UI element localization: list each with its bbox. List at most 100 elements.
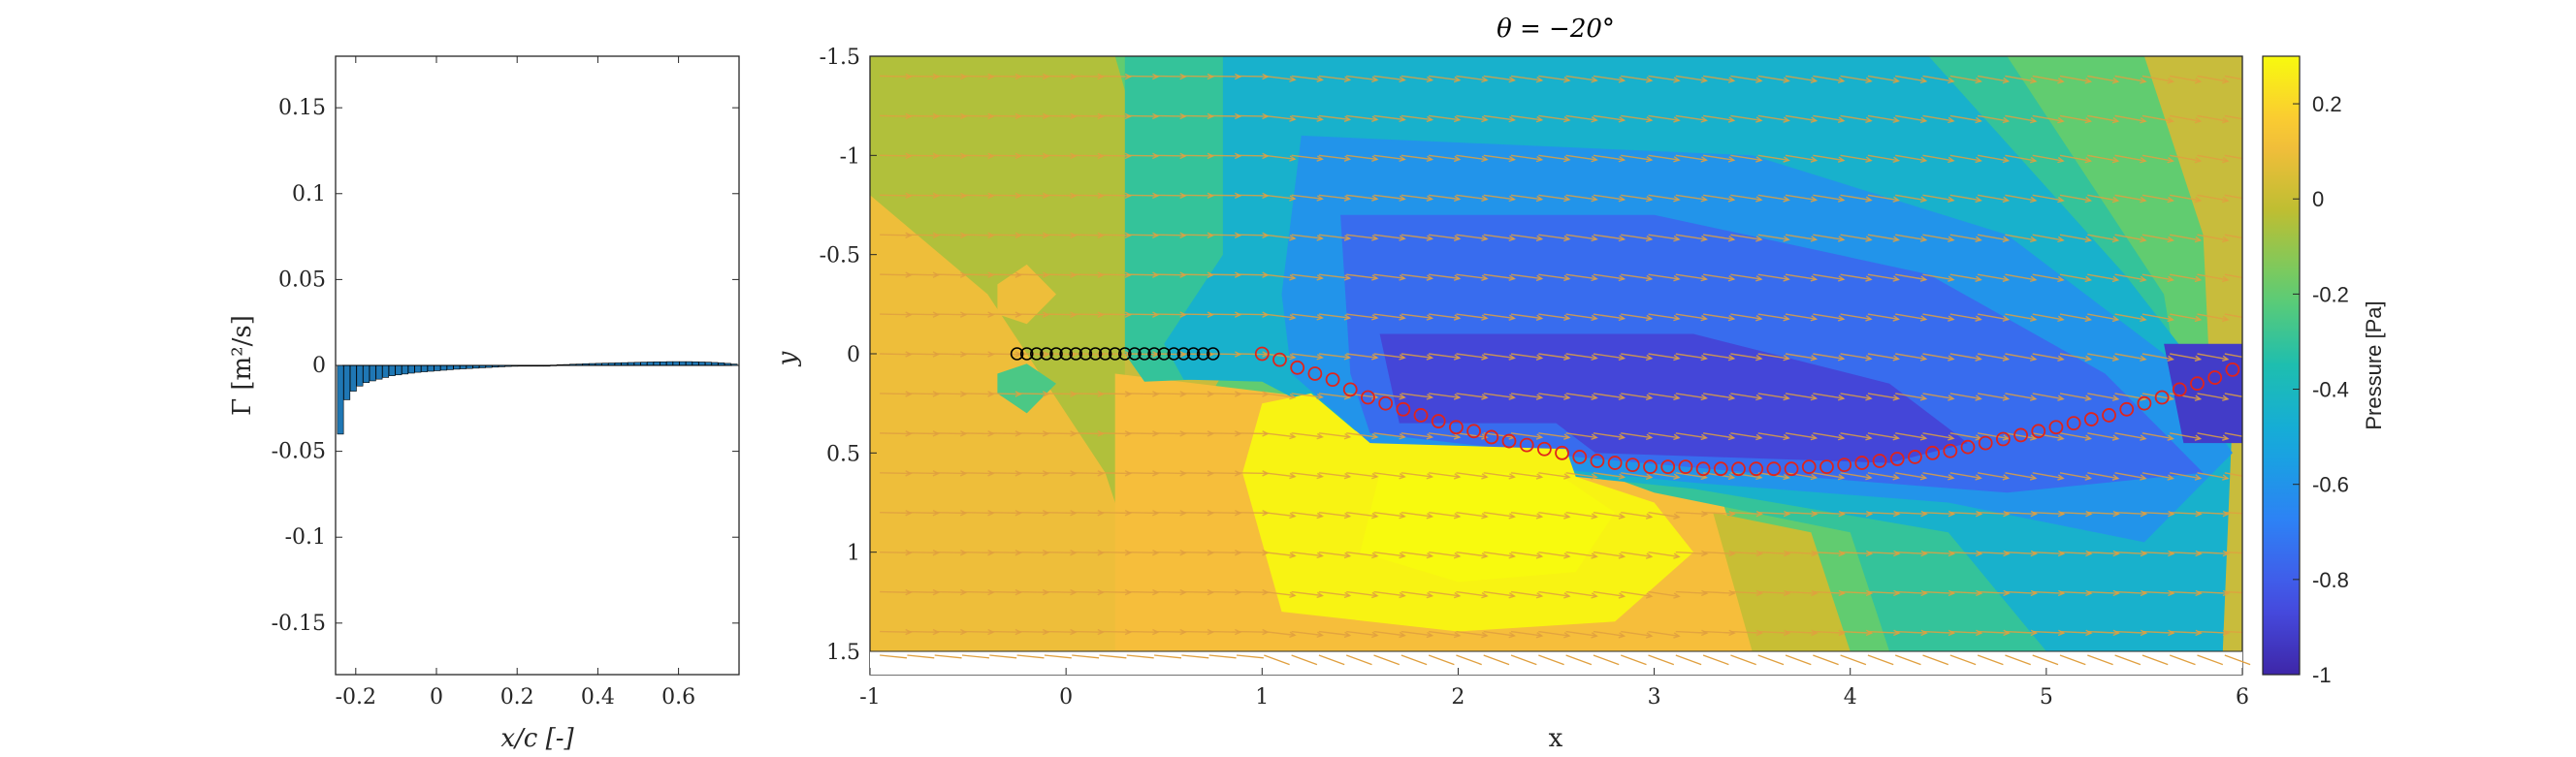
velocity-arrow [907,353,939,356]
velocity-arrow [1977,353,2009,361]
velocity-arrow [1126,234,1158,237]
velocity-arrow [2224,630,2242,634]
velocity-arrow [1922,194,1954,202]
velocity-arrow [1867,75,1899,82]
velocity-arrow-head [1453,235,1462,241]
velocity-arrow [1264,75,1296,80]
velocity-arrow-head [1645,77,1654,83]
velocity-arrow-head [1919,196,1928,203]
velocity-arrow-head [2111,275,2120,283]
velocity-arrow [1016,273,1048,276]
velocity-arrow [1702,154,1734,161]
velocity-arrow-head [2194,78,2203,84]
velocity-arrow [1565,75,1597,81]
velocity-arrow [1702,313,1734,320]
velocity-arrow-head [1837,394,1846,401]
velocity-arrow [2141,114,2174,122]
foil-point [1128,347,1142,361]
velocity-arrow [2087,472,2118,480]
velocity-arrow [1373,313,1405,319]
velocity-arrow [1483,114,1515,121]
wake-point [1943,443,1958,458]
velocity-arrow-head [2057,78,2065,84]
velocity-arrow [1621,590,1652,597]
strip-arrow [1702,654,1729,666]
velocity-arrow [1346,313,1378,319]
velocity-arrow-head [1645,513,1654,520]
foil-point [1108,347,1122,361]
velocity-arrow-head [2167,156,2174,164]
velocity-arrow [1099,273,1131,276]
velocity-arrow [1264,551,1296,557]
foil-point [1167,347,1181,361]
velocity-arrow [1867,194,1899,202]
velocity-arrow [1208,590,1240,593]
velocity-arrow [1429,234,1460,240]
velocity-arrow-head [1591,195,1598,203]
strip-arrow [2005,654,2031,666]
right-y-axis-label: y [773,351,802,366]
strip-arrow [1291,654,1318,666]
velocity-arrow-head [1727,236,1736,242]
velocity-arrow-head [1316,195,1324,202]
velocity-arrow [1895,393,1926,399]
velocity-arrow [1593,194,1625,201]
velocity-arrow [2170,590,2202,594]
velocity-arrow [1702,194,1734,201]
velocity-arrow [1099,234,1131,237]
velocity-arrow [1922,512,1954,516]
velocity-arrow [1373,512,1405,518]
velocity-arrow [2005,313,2037,321]
velocity-arrow-head [1727,196,1736,203]
velocity-arrow-head [1673,552,1681,559]
velocity-arrow [934,154,966,157]
velocity-arrow [1977,194,2009,202]
velocity-arrow-head [2029,474,2038,481]
foil-point [1049,347,1063,361]
wake-point [1555,445,1569,460]
velocity-arrow [2141,75,2174,82]
velocity-arrow-head [1316,472,1324,480]
velocity-arrow-head [1316,631,1324,639]
velocity-arrow [1977,75,2009,82]
velocity-arrow-head [2222,474,2230,481]
velocity-arrow [961,154,994,157]
velocity-arrow [1373,114,1405,121]
velocity-arrow [2005,472,2037,480]
velocity-arrow [2087,194,2118,202]
velocity-arrow [2032,472,2064,480]
velocity-arrow [1757,313,1789,320]
velocity-arrow [1456,630,1488,637]
x-tick-label: -0.2 [336,685,376,710]
velocity-arrow [1840,472,1872,479]
velocity-arrow-head [1399,473,1406,480]
velocity-arrow [1867,273,1899,281]
velocity-arrow-head [1343,195,1352,202]
velocity-arrow-head [2002,394,2011,401]
velocity-arrow [989,75,1021,78]
velocity-arrow-head [1508,473,1517,480]
velocity-arrow [1346,432,1378,438]
velocity-arrow [1154,472,1186,475]
velocity-arrow [1730,353,1762,360]
velocity-arrow [934,512,966,515]
velocity-arrow-head [1948,275,1955,282]
velocity-arrow [1538,75,1570,81]
velocity-arrow [2141,630,2174,634]
velocity-arrow-head [1563,394,1571,400]
velocity-arrow [961,194,994,197]
velocity-arrow [1346,590,1378,597]
velocity-arrow [1346,234,1378,239]
velocity-arrow [1044,234,1076,237]
velocity-arrow-head [1591,77,1598,83]
contour-region [1379,333,1968,463]
velocity-arrow-head [2057,117,2065,124]
velocity-arrow [1538,393,1570,399]
velocity-arrow-head [2194,474,2203,481]
velocity-arrow [1977,234,2009,241]
velocity-arrow [1346,75,1378,81]
strip-arrow [2141,654,2169,666]
velocity-arrow-head [1289,393,1297,400]
velocity-arrow [2032,194,2064,202]
velocity-arrow-head [1865,315,1873,322]
